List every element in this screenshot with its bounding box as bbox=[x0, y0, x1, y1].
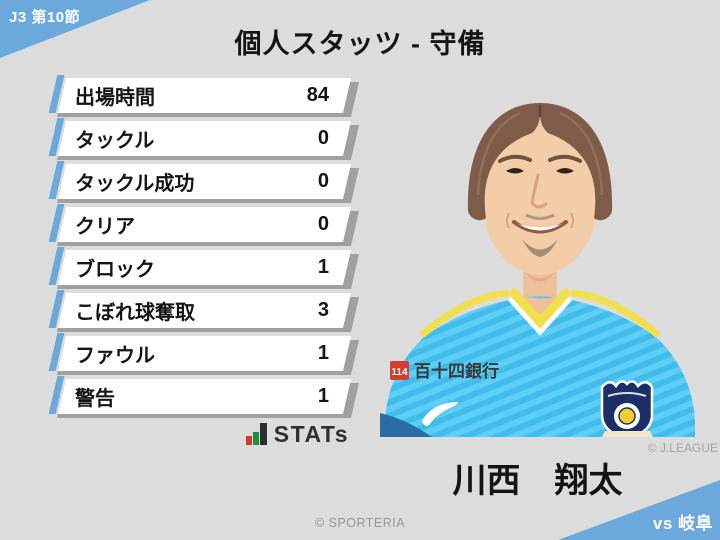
stat-value: 1 bbox=[317, 342, 329, 364]
photo-credit: © J.LEAGUE bbox=[647, 441, 718, 455]
mustache bbox=[525, 213, 555, 220]
club-crest bbox=[600, 380, 654, 437]
maker-logo bbox=[422, 402, 459, 426]
stat-label: ブロック bbox=[75, 259, 155, 281]
stat-label: クリア bbox=[75, 216, 135, 238]
stat-row: クリア 0 bbox=[48, 204, 360, 246]
opponent-badge: vs 岐阜 bbox=[652, 514, 713, 533]
collar bbox=[507, 286, 573, 329]
nose bbox=[530, 173, 548, 209]
jersey-sponsor-text: 百十四銀行 bbox=[414, 361, 499, 381]
stat-label: 出場時間 bbox=[75, 87, 155, 109]
stat-row: 警告 1 bbox=[48, 376, 360, 418]
stat-row: ブロック 1 bbox=[48, 247, 360, 289]
stats-logo: STATs bbox=[53, 420, 349, 447]
stat-label: タックル成功 bbox=[75, 173, 195, 195]
sponsor-badge bbox=[390, 361, 409, 380]
stat-value: 3 bbox=[317, 299, 329, 321]
stat-value: 84 bbox=[306, 84, 329, 106]
bar-chart-icon bbox=[245, 423, 267, 445]
stat-label: ファウル bbox=[75, 345, 155, 367]
chin-shadow bbox=[525, 273, 555, 282]
eyebrow-right bbox=[548, 154, 582, 163]
hair bbox=[467, 103, 613, 221]
stat-label: 警告 bbox=[75, 388, 115, 410]
stats-logo-text: STATs bbox=[273, 420, 349, 447]
stat-value: 0 bbox=[317, 213, 329, 235]
jersey-navy-panel bbox=[380, 413, 432, 437]
round-badge: J3 第10節 bbox=[9, 9, 81, 26]
stat-value: 0 bbox=[317, 170, 329, 192]
goatee bbox=[522, 239, 558, 257]
player-photo: 114 百十四銀行 bbox=[380, 103, 695, 437]
stat-row: こぼれ球奪取 3 bbox=[48, 290, 360, 332]
player-name: 川西 翔太 bbox=[452, 462, 623, 500]
sponsor-badge-text: 114 bbox=[391, 367, 408, 378]
smile bbox=[512, 220, 568, 234]
stat-value: 0 bbox=[317, 127, 329, 149]
stat-row: タックル成功 0 bbox=[48, 161, 360, 203]
teeth bbox=[518, 224, 562, 231]
stats-list: 出場時間 84 タックル 0 タックル成功 0 クリア 0 bbox=[48, 75, 360, 422]
eye-left bbox=[506, 168, 524, 174]
site-credit: © SPORTERIA bbox=[314, 516, 406, 530]
stat-value: 1 bbox=[317, 256, 329, 278]
face bbox=[482, 121, 598, 275]
stat-label: こぼれ球奪取 bbox=[75, 302, 195, 324]
eyebrow-left bbox=[498, 154, 532, 163]
page-title: 個人スタッツ - 守備 bbox=[234, 29, 486, 59]
stat-row: ファウル 1 bbox=[48, 333, 360, 375]
eye-right bbox=[556, 168, 574, 174]
stat-value: 1 bbox=[317, 385, 329, 407]
stat-row: タックル 0 bbox=[48, 118, 360, 160]
stat-row: 出場時間 84 bbox=[48, 75, 360, 117]
stat-label: タックル bbox=[75, 130, 155, 152]
